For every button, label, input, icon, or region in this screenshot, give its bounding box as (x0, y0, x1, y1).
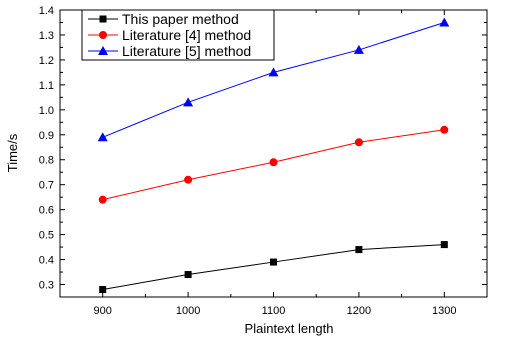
y-tick-label: 1.2 (39, 55, 54, 67)
y-tick-label: 0.4 (39, 255, 54, 267)
legend-marker-1 (99, 15, 107, 23)
series-layer (97, 17, 450, 294)
series-3-point (183, 97, 194, 107)
x-tick-label: 900 (94, 305, 112, 317)
series-1-point (99, 286, 107, 294)
y-tick-label: 0.9 (39, 130, 54, 142)
y-tick-label: 0.7 (39, 180, 54, 192)
legend-marker-2 (99, 31, 107, 39)
y-axis-title: Time/s (5, 133, 20, 172)
series-2-point (440, 125, 449, 134)
series-2-point (184, 175, 193, 184)
legend-label-1: This paper method (122, 11, 239, 27)
y-tick-label: 1.3 (39, 30, 54, 42)
x-tick-label: 1300 (432, 305, 456, 317)
series-3-point (97, 132, 108, 142)
series-1-point (184, 271, 192, 279)
y-tick-label: 0.5 (39, 230, 54, 242)
x-axis-title: Plaintext length (245, 321, 334, 336)
series-2-point (354, 138, 363, 147)
series-3-point (353, 44, 364, 54)
legend-label-2: Literature [4] method (122, 27, 251, 43)
x-tick-label: 1000 (176, 305, 200, 317)
series-2-point (269, 158, 278, 167)
legend-marker-3 (98, 46, 108, 55)
y-axis: 0.3 0.4 0.5 0.6 0.7 0.8 0.9 1.0 1.1 1.2 1.3 1.4 (39, 5, 487, 292)
series-3-point (439, 17, 450, 27)
series-3-point (268, 67, 279, 77)
y-tick-label: 0.6 (39, 205, 54, 217)
x-tick-label: 1200 (347, 305, 371, 317)
y-tick-label: 1.4 (39, 5, 54, 17)
series-1-point (355, 246, 363, 254)
y-tick-label: 0.8 (39, 155, 54, 167)
y-tick-label: 0.3 (39, 280, 54, 292)
series-line-1 (102, 244, 445, 291)
legend-label-3: Literature [5] method (122, 43, 251, 59)
series-2-point (98, 195, 107, 204)
series-1-point (270, 258, 277, 266)
y-tick-label: 1.1 (39, 80, 54, 92)
series-1-point (440, 241, 448, 249)
x-tick-label: 1100 (262, 305, 286, 317)
y-tick-label: 1.0 (39, 105, 54, 117)
